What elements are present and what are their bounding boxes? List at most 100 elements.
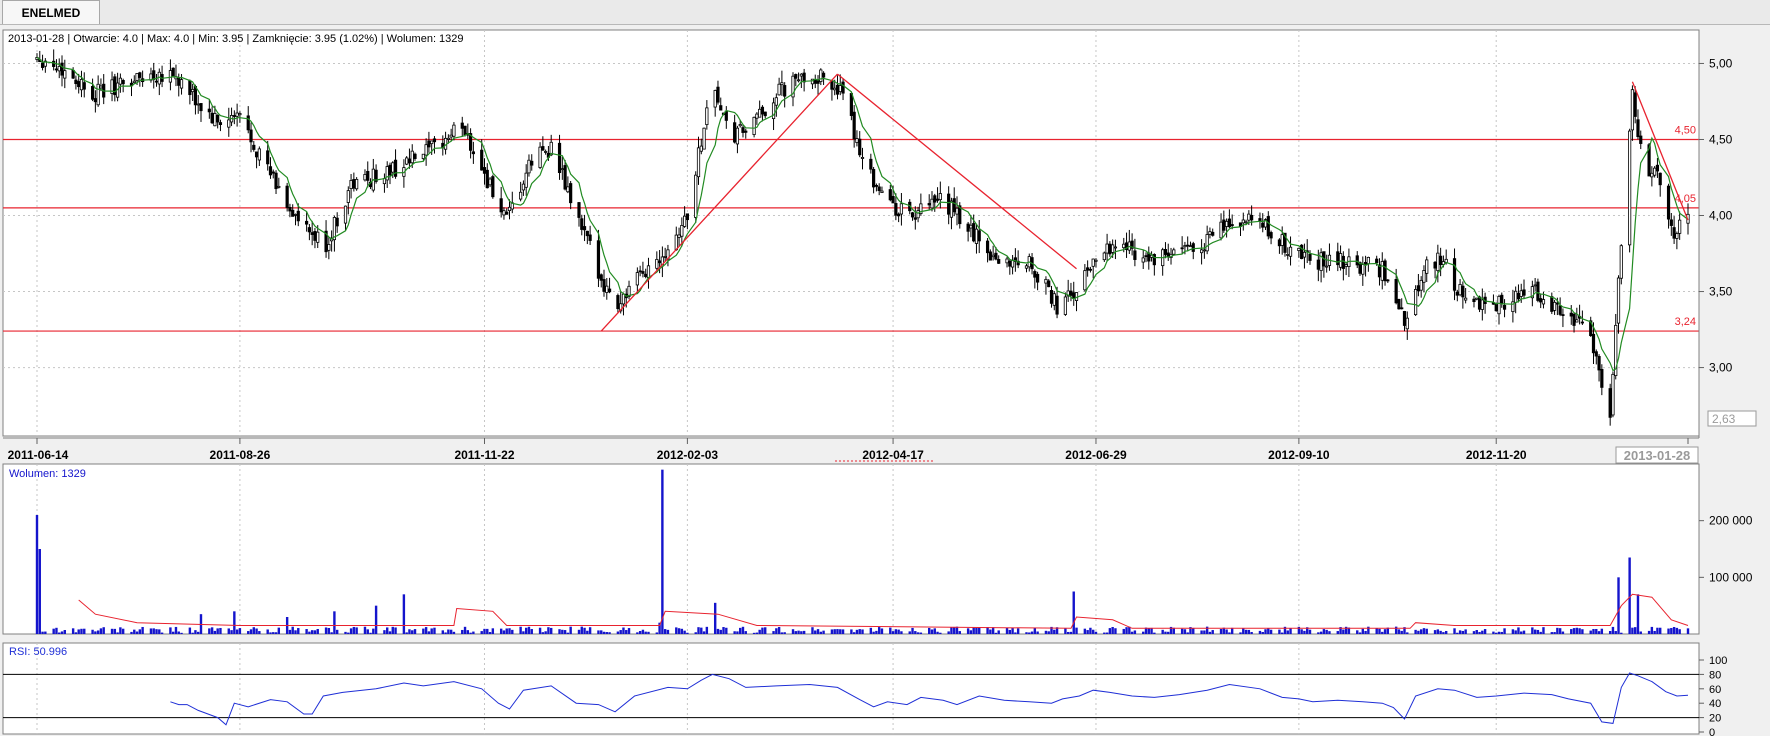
candle-body xyxy=(763,111,767,117)
volume-bar xyxy=(433,627,436,634)
volume-bar xyxy=(505,628,508,634)
candle-body xyxy=(791,75,795,98)
volume-bar xyxy=(469,632,472,634)
candle-body xyxy=(1500,294,1504,304)
volume-bar xyxy=(897,629,900,634)
date-tick-label: 2011-06-14 xyxy=(8,448,69,462)
candle-body xyxy=(1219,221,1223,239)
candle-body xyxy=(1611,373,1615,416)
candle-body xyxy=(1458,284,1462,296)
volume-bar xyxy=(1539,631,1542,634)
candle-body xyxy=(1199,249,1204,254)
volume-bar xyxy=(83,628,86,634)
volume-bar xyxy=(310,630,314,634)
volume-bar xyxy=(394,627,397,634)
volume-bar xyxy=(294,630,297,634)
volume-bar xyxy=(1419,629,1423,634)
volume-bar xyxy=(872,631,875,634)
candle-body xyxy=(888,189,892,201)
candle-body xyxy=(52,60,56,67)
candle-body xyxy=(257,148,261,161)
candle-body xyxy=(1044,278,1048,284)
volume-bar xyxy=(1030,631,1034,634)
candle-body xyxy=(1133,250,1137,260)
volume-bar xyxy=(171,631,175,634)
volume-bar xyxy=(135,631,139,634)
candle-body xyxy=(880,190,884,193)
candle-body xyxy=(1069,290,1073,296)
candle-body xyxy=(930,198,934,209)
volume-bar xyxy=(274,632,278,634)
date-tick-label: 2012-06-29 xyxy=(1065,448,1127,462)
candle-body xyxy=(1555,302,1559,305)
candle-body xyxy=(869,158,873,170)
candle-body xyxy=(1600,368,1604,388)
volume-bar xyxy=(891,631,895,634)
candle-body xyxy=(655,258,659,269)
volume-bar xyxy=(1269,629,1273,634)
volume-bar xyxy=(1036,631,1039,634)
candle-body xyxy=(505,211,509,215)
rsi-ytick-label: 100 xyxy=(1709,655,1727,667)
volume-bar xyxy=(1075,627,1078,634)
volume-bar xyxy=(1250,632,1253,634)
volume-bar xyxy=(869,627,873,634)
candle-body xyxy=(1594,351,1598,357)
candle-body xyxy=(1141,257,1145,263)
volume-bar xyxy=(702,631,706,634)
candle-body xyxy=(872,169,876,188)
candle-body xyxy=(449,134,453,138)
volume-bar xyxy=(1208,631,1212,634)
candle-body xyxy=(1202,249,1206,252)
volume-bar xyxy=(1164,631,1167,634)
volume-bar xyxy=(255,628,258,634)
volume-bar xyxy=(1258,630,1262,634)
tab-enelmed[interactable]: ENELMED xyxy=(2,0,100,24)
volume-bar xyxy=(130,631,133,634)
candle-body xyxy=(1269,232,1273,239)
candle-body xyxy=(1188,245,1193,248)
candle-body xyxy=(683,215,687,227)
candle-body xyxy=(977,230,981,242)
volume-bar xyxy=(1492,631,1495,634)
candle-body xyxy=(1338,253,1343,268)
candle-body xyxy=(696,147,701,178)
volume-bar xyxy=(1608,631,1612,634)
candle-body xyxy=(482,167,487,174)
candle-body xyxy=(1005,258,1009,264)
candle-body xyxy=(1666,185,1671,220)
candle-body xyxy=(1480,299,1484,310)
candle-body xyxy=(1653,167,1657,176)
candle-body xyxy=(154,80,159,83)
candle-body xyxy=(77,81,81,88)
candle-body xyxy=(1258,218,1262,222)
candle-body xyxy=(835,84,840,95)
support-resistance-levels xyxy=(3,138,1699,332)
candle-body xyxy=(274,172,278,190)
volume-bar xyxy=(1230,627,1234,634)
candle-body xyxy=(605,285,609,293)
volume-bar xyxy=(1358,632,1362,634)
candle-body xyxy=(1205,234,1209,252)
candle-body xyxy=(1316,259,1320,270)
date-tick-label: 2012-04-17 xyxy=(862,448,924,462)
candle-body xyxy=(916,210,920,219)
candle-body xyxy=(90,86,95,100)
candle-body xyxy=(1211,231,1215,236)
date-axis-ticks: 2011-06-14 2011-08-26 2011-11-22 2012-02-03… xyxy=(8,438,1699,464)
volume-bar xyxy=(908,631,911,634)
candle-body xyxy=(1083,270,1087,291)
volume-bar xyxy=(1367,626,1370,634)
candle-body xyxy=(413,153,417,159)
candle-body xyxy=(1288,246,1293,257)
candle-body xyxy=(674,234,678,251)
rsi-ytick-label: 0 xyxy=(1709,727,1715,736)
volume-bar xyxy=(277,627,281,634)
volume-bar xyxy=(63,629,66,634)
candle-body xyxy=(285,185,289,208)
volume-bar xyxy=(1536,629,1540,634)
volume-bar xyxy=(152,628,155,634)
price-ytick-label: 4,50 xyxy=(1709,132,1733,146)
volume-bar xyxy=(1381,631,1384,634)
volume-bar xyxy=(661,469,664,634)
